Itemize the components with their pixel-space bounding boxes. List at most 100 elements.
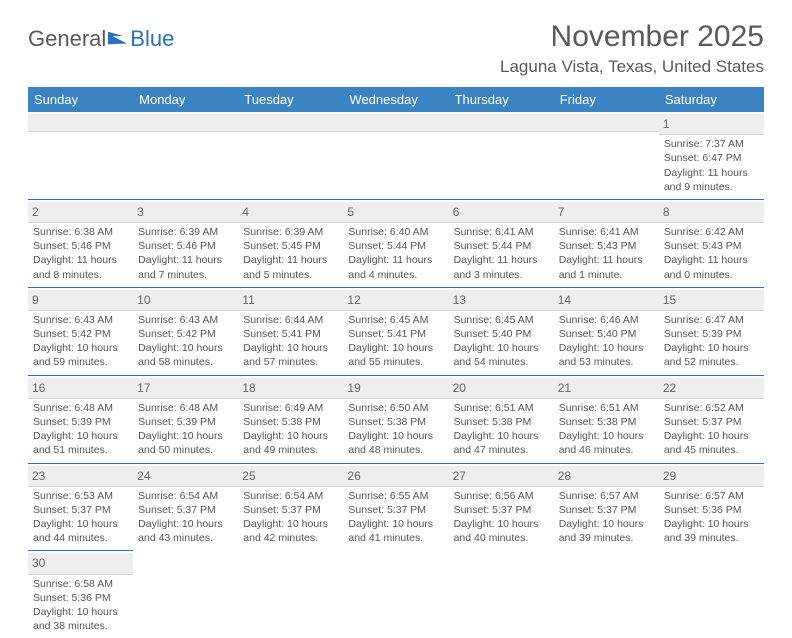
sunrise-text: Sunrise: 6:48 AM: [138, 401, 233, 415]
sunset-text: Sunset: 5:42 PM: [138, 327, 233, 341]
day-number: 5: [343, 202, 448, 223]
title-block: November 2025 Laguna Vista, Texas, Unite…: [500, 20, 764, 77]
header: General Blue November 2025 Laguna Vista,…: [28, 20, 764, 77]
sunrise-text: Sunrise: 6:54 AM: [138, 489, 233, 503]
calendar-day: 10Sunrise: 6:43 AMSunset: 5:42 PMDayligh…: [133, 287, 238, 375]
sunset-text: Sunset: 5:40 PM: [454, 327, 549, 341]
sunset-text: Sunset: 5:39 PM: [664, 327, 759, 341]
daylight-text: Daylight: 11 hours and 3 minutes.: [454, 253, 549, 281]
sunrise-text: Sunrise: 6:52 AM: [664, 401, 759, 415]
sunset-text: Sunset: 5:37 PM: [243, 503, 338, 517]
daylight-text: Daylight: 10 hours and 50 minutes.: [138, 429, 233, 457]
calendar-empty: [554, 112, 659, 199]
sunset-text: Sunset: 5:37 PM: [348, 503, 443, 517]
day-number: 2: [28, 202, 133, 223]
daylight-text: Daylight: 10 hours and 47 minutes.: [454, 429, 549, 457]
calendar-row: 9Sunrise: 6:43 AMSunset: 5:42 PMDaylight…: [28, 287, 764, 375]
day-number: 1: [659, 114, 764, 135]
day-number: 7: [554, 202, 659, 223]
day-number: 21: [554, 378, 659, 399]
sunrise-text: Sunrise: 6:45 AM: [454, 313, 549, 327]
daynum-empty: [238, 114, 343, 132]
calendar-day: 3Sunrise: 6:39 AMSunset: 5:46 PMDaylight…: [133, 199, 238, 287]
weekday-header: Saturday: [659, 87, 764, 112]
calendar-day: 26Sunrise: 6:55 AMSunset: 5:37 PMDayligh…: [343, 463, 448, 551]
sunset-text: Sunset: 5:46 PM: [138, 239, 233, 253]
calendar-empty: [343, 112, 448, 199]
day-number: 27: [449, 466, 554, 487]
calendar-day: 17Sunrise: 6:48 AMSunset: 5:39 PMDayligh…: [133, 375, 238, 463]
daylight-text: Daylight: 10 hours and 39 minutes.: [664, 517, 759, 545]
day-number: 23: [28, 466, 133, 487]
weekday-header: Monday: [133, 87, 238, 112]
sunset-text: Sunset: 5:41 PM: [348, 327, 443, 341]
day-number: 11: [238, 290, 343, 311]
calendar-day: 28Sunrise: 6:57 AMSunset: 5:37 PMDayligh…: [554, 463, 659, 551]
daylight-text: Daylight: 10 hours and 54 minutes.: [454, 341, 549, 369]
sunset-text: Sunset: 5:46 PM: [33, 239, 128, 253]
sunrise-text: Sunrise: 6:58 AM: [33, 577, 128, 591]
day-number: 4: [238, 202, 343, 223]
calendar-empty: [659, 551, 764, 638]
daylight-text: Daylight: 10 hours and 44 minutes.: [33, 517, 128, 545]
sunrise-text: Sunrise: 6:47 AM: [664, 313, 759, 327]
calendar-day: 19Sunrise: 6:50 AMSunset: 5:38 PMDayligh…: [343, 375, 448, 463]
weekday-header: Wednesday: [343, 87, 448, 112]
daylight-text: Daylight: 10 hours and 41 minutes.: [348, 517, 443, 545]
daylight-text: Daylight: 10 hours and 59 minutes.: [33, 341, 128, 369]
sunset-text: Sunset: 5:39 PM: [33, 415, 128, 429]
day-number: 24: [133, 466, 238, 487]
sunrise-text: Sunrise: 6:56 AM: [454, 489, 549, 503]
daylight-text: Daylight: 10 hours and 51 minutes.: [33, 429, 128, 457]
sunrise-text: Sunrise: 6:39 AM: [243, 225, 338, 239]
sunset-text: Sunset: 5:44 PM: [348, 239, 443, 253]
calendar-table: SundayMondayTuesdayWednesdayThursdayFrid…: [28, 87, 764, 638]
weekday-header: Thursday: [449, 87, 554, 112]
sunset-text: Sunset: 5:39 PM: [138, 415, 233, 429]
sunrise-text: Sunrise: 6:44 AM: [243, 313, 338, 327]
daynum-empty: [449, 114, 554, 132]
sunrise-text: Sunrise: 6:41 AM: [559, 225, 654, 239]
weekday-header: Friday: [554, 87, 659, 112]
day-number: 29: [659, 466, 764, 487]
daylight-text: Daylight: 10 hours and 52 minutes.: [664, 341, 759, 369]
day-number: 6: [449, 202, 554, 223]
daynum-empty: [343, 114, 448, 132]
sunset-text: Sunset: 5:37 PM: [138, 503, 233, 517]
sunrise-text: Sunrise: 6:50 AM: [348, 401, 443, 415]
weekday-header: Sunday: [28, 87, 133, 112]
sunset-text: Sunset: 5:37 PM: [33, 503, 128, 517]
calendar-day: 22Sunrise: 6:52 AMSunset: 5:37 PMDayligh…: [659, 375, 764, 463]
calendar-empty: [449, 112, 554, 199]
daynum-empty: [554, 114, 659, 132]
day-number: 20: [449, 378, 554, 399]
calendar-day: 23Sunrise: 6:53 AMSunset: 5:37 PMDayligh…: [28, 463, 133, 551]
sunset-text: Sunset: 5:45 PM: [243, 239, 338, 253]
day-number: 28: [554, 466, 659, 487]
day-number: 22: [659, 378, 764, 399]
sunrise-text: Sunrise: 6:55 AM: [348, 489, 443, 503]
calendar-day: 7Sunrise: 6:41 AMSunset: 5:43 PMDaylight…: [554, 199, 659, 287]
calendar-row: 30Sunrise: 6:58 AMSunset: 5:36 PMDayligh…: [28, 551, 764, 638]
calendar-body: 1Sunrise: 7:37 AMSunset: 6:47 PMDaylight…: [28, 112, 764, 638]
sunrise-text: Sunrise: 6:45 AM: [348, 313, 443, 327]
sunset-text: Sunset: 5:38 PM: [559, 415, 654, 429]
calendar-empty: [133, 112, 238, 199]
calendar-day: 21Sunrise: 6:51 AMSunset: 5:38 PMDayligh…: [554, 375, 659, 463]
day-number: 9: [28, 290, 133, 311]
sunset-text: Sunset: 5:42 PM: [33, 327, 128, 341]
daylight-text: Daylight: 10 hours and 45 minutes.: [664, 429, 759, 457]
flag-icon: [107, 30, 129, 46]
sunrise-text: Sunrise: 6:40 AM: [348, 225, 443, 239]
sunset-text: Sunset: 5:38 PM: [454, 415, 549, 429]
calendar-day: 9Sunrise: 6:43 AMSunset: 5:42 PMDaylight…: [28, 287, 133, 375]
sunset-text: Sunset: 5:43 PM: [664, 239, 759, 253]
calendar-empty: [238, 551, 343, 638]
logo-text-1: General: [28, 26, 106, 52]
daylight-text: Daylight: 11 hours and 8 minutes.: [33, 253, 128, 281]
daynum-empty: [28, 114, 133, 132]
day-number: 13: [449, 290, 554, 311]
calendar-day: 20Sunrise: 6:51 AMSunset: 5:38 PMDayligh…: [449, 375, 554, 463]
daynum-empty: [133, 114, 238, 132]
daylight-text: Daylight: 10 hours and 53 minutes.: [559, 341, 654, 369]
